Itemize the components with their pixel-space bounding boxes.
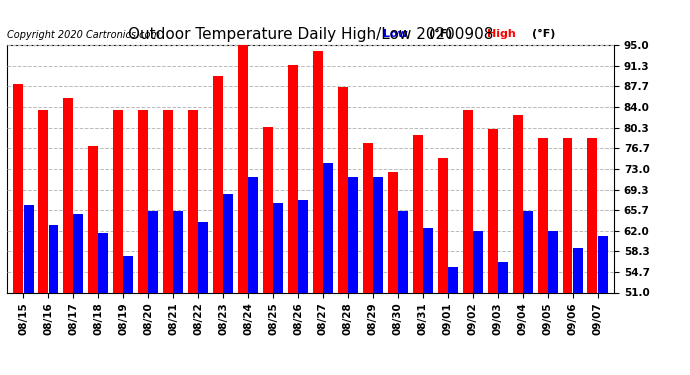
- Text: Copyright 2020 Cartronics.com: Copyright 2020 Cartronics.com: [7, 30, 160, 40]
- Text: (°F): (°F): [429, 29, 452, 39]
- Bar: [224, 194, 233, 292]
- Bar: [263, 127, 273, 292]
- Bar: [173, 211, 184, 292]
- Bar: [513, 116, 522, 292]
- Bar: [488, 129, 497, 292]
- Bar: [138, 110, 148, 292]
- Bar: [413, 135, 422, 292]
- Bar: [562, 138, 573, 292]
- Bar: [598, 236, 608, 292]
- Bar: [498, 262, 509, 292]
- Bar: [313, 51, 323, 292]
- Bar: [288, 64, 297, 292]
- Bar: [273, 202, 284, 292]
- Text: (°F): (°F): [532, 29, 555, 39]
- Bar: [388, 172, 397, 292]
- Bar: [163, 110, 172, 292]
- Bar: [363, 144, 373, 292]
- Bar: [523, 211, 533, 292]
- Bar: [23, 206, 34, 292]
- Bar: [248, 177, 258, 292]
- Title: Outdoor Temperature Daily High/Low 20200908: Outdoor Temperature Daily High/Low 20200…: [128, 27, 493, 42]
- Bar: [74, 214, 83, 292]
- Bar: [337, 87, 348, 292]
- Bar: [199, 222, 208, 292]
- Bar: [373, 177, 384, 292]
- Bar: [88, 146, 98, 292]
- Bar: [538, 138, 547, 292]
- Bar: [124, 256, 133, 292]
- Bar: [148, 211, 159, 292]
- Bar: [237, 45, 248, 292]
- Text: Low: Low: [384, 29, 408, 39]
- Bar: [398, 211, 408, 292]
- Bar: [188, 110, 197, 292]
- Bar: [48, 225, 59, 292]
- Bar: [298, 200, 308, 292]
- Bar: [213, 76, 223, 292]
- Bar: [573, 248, 583, 292]
- Bar: [348, 177, 358, 292]
- Bar: [38, 110, 48, 292]
- Bar: [448, 267, 458, 292]
- Bar: [473, 231, 483, 292]
- Bar: [99, 233, 108, 292]
- Bar: [112, 110, 123, 292]
- Bar: [324, 163, 333, 292]
- Bar: [13, 84, 23, 292]
- Bar: [63, 99, 72, 292]
- Bar: [587, 138, 598, 292]
- Bar: [437, 158, 448, 292]
- Bar: [424, 228, 433, 292]
- Text: High: High: [486, 29, 515, 39]
- Bar: [462, 110, 473, 292]
- Bar: [549, 231, 558, 292]
